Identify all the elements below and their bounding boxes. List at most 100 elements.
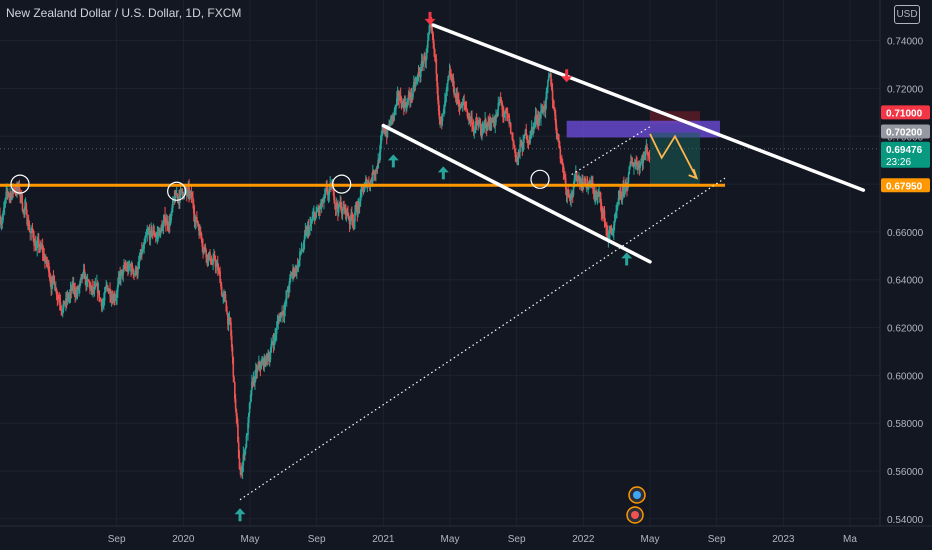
candle-body: [613, 221, 616, 226]
candle-body: [18, 184, 21, 192]
price-tag-red: 0.71000: [881, 105, 930, 120]
candle-body: [525, 129, 528, 136]
candle-body: [616, 204, 619, 208]
green-arrow-4: [234, 508, 246, 522]
candle-body: [344, 205, 347, 215]
candle-body: [406, 104, 408, 109]
candle-body: [568, 190, 570, 195]
candle-body: [394, 109, 397, 111]
price-scale-bg: [880, 0, 932, 550]
candle-body: [31, 228, 34, 231]
arrow-head: [234, 508, 246, 515]
candle-body: [619, 192, 621, 195]
candle-body: [197, 223, 200, 228]
candle-body: [145, 234, 148, 237]
price-tag-gray: 0.70200: [881, 124, 930, 139]
candle-body: [563, 172, 565, 175]
candle-body: [66, 295, 69, 301]
candle-body: [166, 220, 169, 225]
arrow-shaft: [625, 257, 629, 266]
candle-body: [113, 298, 116, 300]
candle-body: [353, 221, 355, 224]
candle-body: [16, 186, 18, 193]
candle-body: [511, 133, 514, 140]
candle-body: [234, 399, 237, 409]
y-tick-label: 0.74000: [887, 37, 924, 48]
candle-body: [196, 220, 199, 224]
arrow-shaft: [428, 11, 432, 20]
candle-body: [386, 127, 389, 137]
candle-body: [546, 87, 548, 92]
candle-body: [630, 161, 632, 165]
candle-body: [496, 110, 499, 117]
candle-body: [120, 274, 122, 280]
candle-body: [28, 227, 31, 232]
candle-body: [232, 356, 235, 377]
candle-body: [409, 92, 412, 101]
candle-body: [485, 119, 487, 127]
chart-title: New Zealand Dollar / U.S. Dollar, 1D, FX…: [6, 6, 242, 20]
candle-body: [635, 161, 638, 165]
candle-body: [113, 297, 115, 299]
arrow-shaft: [441, 171, 445, 180]
candle-body: [116, 291, 118, 298]
candle-body: [517, 152, 520, 158]
candle-body: [186, 191, 189, 194]
candle-body: [174, 194, 176, 203]
candle-body: [168, 221, 170, 229]
candle-body: [526, 140, 529, 141]
candle-body: [3, 203, 6, 208]
candle-body: [346, 210, 348, 213]
candle-body: [140, 249, 142, 258]
candle-body: [392, 114, 395, 116]
candle-body: [377, 159, 379, 169]
candle-body: [577, 179, 579, 182]
x-tick-label: Sep: [108, 534, 126, 545]
candle-body: [251, 381, 253, 391]
candle-body: [315, 211, 317, 218]
candle-body: [436, 73, 438, 87]
candle-body: [495, 116, 498, 118]
candle-body: [382, 126, 384, 133]
candle-body: [347, 216, 350, 220]
candle-body: [347, 212, 349, 217]
candle-body: [423, 56, 426, 60]
candle-body: [6, 190, 9, 193]
candle-body: [533, 121, 536, 126]
candle-body: [48, 272, 51, 279]
candle-body: [162, 222, 165, 228]
candle-body: [284, 301, 286, 311]
candle-body: [540, 110, 542, 118]
candle-body: [303, 235, 306, 242]
candle-body: [48, 262, 50, 273]
currency-button[interactable]: USD: [894, 5, 920, 24]
candle-body: [327, 190, 329, 196]
candle-body: [170, 212, 173, 220]
candle-body: [383, 128, 386, 132]
candle-body: [438, 111, 441, 120]
candle-body: [198, 227, 200, 236]
candle-body: [104, 288, 107, 293]
candle-body: [69, 288, 72, 295]
candle-body: [611, 233, 614, 235]
candle-body: [608, 233, 610, 237]
candle-body: [462, 101, 465, 104]
candle-body: [79, 278, 82, 284]
candle-body: [434, 57, 437, 60]
candle-body: [338, 204, 341, 206]
x-tick-label: Sep: [508, 534, 526, 545]
candle-body: [205, 250, 207, 258]
candle-body: [365, 178, 368, 187]
candle-body: [237, 442, 240, 459]
candle-body: [617, 198, 620, 205]
candle-body: [221, 294, 224, 298]
candle-body: [247, 413, 250, 423]
x-tick-label: 2020: [172, 534, 195, 545]
candle-body: [447, 75, 450, 80]
arrow-head: [387, 154, 399, 161]
candle-body: [307, 226, 310, 233]
candle-body: [139, 257, 142, 259]
candle-body: [210, 258, 212, 264]
